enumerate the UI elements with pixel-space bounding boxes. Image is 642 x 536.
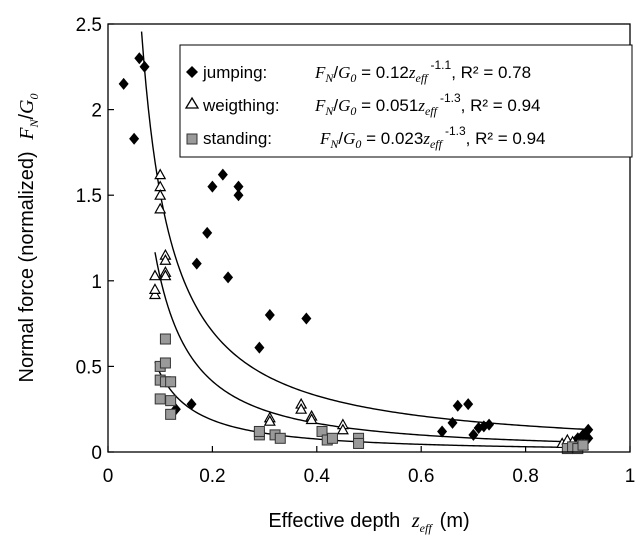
- legend-equation-standing: FN/G0 = 0.023zeff-1.3, R² = 0.94: [319, 124, 546, 151]
- data-point-jumping: [217, 168, 228, 181]
- data-point-jumping: [301, 312, 312, 325]
- data-point-jumping: [186, 398, 197, 411]
- x-tick-label: 0.2: [199, 466, 225, 487]
- data-point-jumping: [129, 132, 140, 145]
- data-point-jumping: [202, 226, 213, 239]
- fit-curve-0: [140, 31, 589, 431]
- legend-label-jumping: jumping:: [202, 63, 267, 82]
- data-point-standing: [326, 432, 338, 444]
- data-point-weigthing: [336, 423, 349, 435]
- y-tick-label: 2: [91, 101, 102, 122]
- data-point-standing: [159, 357, 171, 369]
- legend-box: [179, 44, 633, 158]
- data-point-weigthing: [154, 188, 167, 200]
- data-point-jumping: [447, 416, 458, 429]
- data-point-weigthing: [263, 414, 276, 426]
- y-tick-label: 2.5: [76, 15, 102, 36]
- y-tick-label: 1: [91, 272, 102, 293]
- y-axis-title-text: Normal force (normalized): [16, 151, 38, 382]
- data-point-standing: [274, 432, 286, 444]
- data-point-jumping: [264, 309, 275, 322]
- legend-marker-triangle: [184, 96, 200, 109]
- data-point-jumping: [118, 77, 129, 90]
- fit-curve-2: [154, 361, 589, 449]
- x-axis-title: Effective depth zeff (m): [268, 510, 469, 535]
- legend-equation-jumping: FN/G0 = 0.12zeff-1.1, R² = 0.78: [314, 58, 531, 85]
- y-tick-label: 0.5: [76, 357, 102, 378]
- data-point-jumping: [191, 257, 202, 270]
- data-point-jumping: [207, 180, 218, 193]
- data-point-jumping: [139, 60, 150, 73]
- x-tick-label: 1: [625, 466, 636, 487]
- legend-equation-weigthing: FN/G0 = 0.051zeff-1.3, R² = 0.94: [314, 91, 541, 118]
- legend-entry-weigthing: weigthing: FN/G0 = 0.051zeff-1.3, R² = 0…: [184, 91, 541, 118]
- legend-entry-jumping: jumping: FN/G0 = 0.12zeff-1.1, R² = 0.78: [186, 58, 531, 85]
- x-tick-label: 0.6: [408, 466, 434, 487]
- data-point-jumping: [233, 180, 244, 193]
- axis-ticks: 0 0.2 0.4 0.6 0.8 1 0 0.5 1 1.5 2 2.5: [76, 15, 636, 487]
- data-point-jumping: [254, 341, 265, 354]
- data-point-standing: [253, 425, 265, 437]
- data-point-standing: [154, 393, 166, 405]
- data-point-weigthing: [148, 283, 161, 294]
- data-point-weigthing: [154, 168, 167, 180]
- data-point-standing: [577, 439, 589, 451]
- data-point-standing: [165, 408, 177, 420]
- data-point-jumping: [452, 399, 463, 412]
- data-point-weigthing: [148, 269, 161, 281]
- plot-area-frame: [107, 23, 631, 453]
- legend-entry-standing: standing: FN/G0 = 0.023zeff-1.3, R² = 0.…: [186, 124, 546, 151]
- data-point-jumping: [583, 423, 594, 436]
- data-point-jumping: [484, 418, 495, 431]
- x-tick-label: 0: [103, 466, 114, 487]
- y-tick-label: 1.5: [76, 186, 102, 207]
- y-tick-label: 0: [91, 443, 102, 464]
- x-tick-label: 0.8: [512, 466, 538, 487]
- fit-curves: [140, 31, 589, 449]
- data-point-jumping: [463, 398, 474, 411]
- legend-label-standing: standing:: [203, 129, 272, 148]
- legend-marker-diamond: [186, 66, 198, 78]
- data-point-weigthing: [148, 288, 161, 300]
- data-point-standing: [165, 376, 177, 388]
- data-point-weigthing: [159, 254, 172, 265]
- data-point-jumping: [223, 271, 234, 284]
- x-axis-title-text: Effective depth: [268, 510, 400, 532]
- data-point-weigthing: [159, 269, 172, 281]
- data-point-weigthing: [295, 402, 308, 414]
- data-point-jumping: [468, 428, 479, 441]
- data-point-jumping: [437, 425, 448, 438]
- legend-marker-square: [186, 133, 198, 145]
- x-tick-label: 0.4: [304, 466, 331, 487]
- data-point-weigthing: [154, 202, 167, 214]
- data-point-jumping: [134, 52, 145, 65]
- data-point-jumping: [233, 189, 244, 202]
- data-point-weigthing: [305, 413, 318, 425]
- legend: jumping: FN/G0 = 0.12zeff-1.1, R² = 0.78…: [179, 44, 633, 158]
- fit-curve-1: [154, 252, 589, 443]
- legend-label-weigthing: weigthing:: [202, 96, 280, 115]
- data-point-standing: [165, 395, 177, 407]
- data-points: [118, 52, 594, 455]
- y-axis-title: Normal force (normalized) FN/G0: [16, 94, 41, 383]
- data-point-standing: [353, 437, 365, 449]
- data-point-standing: [159, 333, 171, 345]
